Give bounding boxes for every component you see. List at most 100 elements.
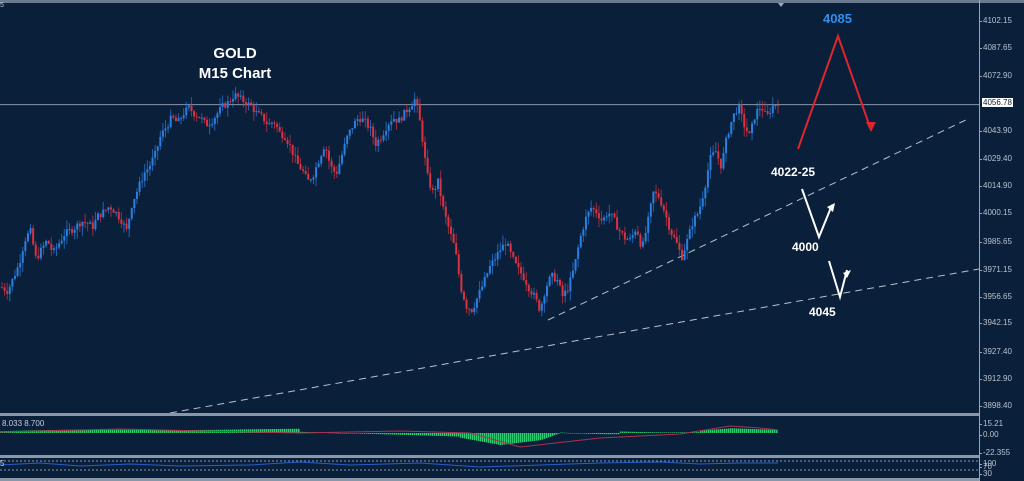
macd-histogram-bar	[106, 429, 108, 433]
candle-body	[252, 105, 255, 113]
candle-body	[141, 180, 144, 182]
price-chart-canvas[interactable]	[0, 0, 979, 481]
macd-histogram-bar	[186, 429, 188, 433]
macd-histogram-bar	[256, 429, 258, 433]
macd-histogram-bar	[34, 430, 36, 433]
macd-histogram-bar	[92, 429, 94, 433]
macd-histogram-bar	[140, 429, 142, 433]
candle-body	[167, 127, 170, 129]
candle-body	[740, 104, 743, 115]
candle-body	[52, 248, 55, 251]
macd-histogram-bar	[518, 433, 520, 443]
candle-body	[584, 216, 587, 230]
macd-histogram-bar	[650, 432, 652, 433]
macd-histogram-bar	[620, 431, 622, 433]
candle-body	[260, 112, 263, 114]
candle-body	[507, 243, 510, 246]
candle-body	[642, 241, 645, 247]
macd-histogram-bar	[374, 433, 376, 435]
candle-body	[444, 206, 447, 217]
macd-histogram-bar	[652, 432, 654, 433]
candle-body	[405, 109, 408, 113]
macd-histogram-bar	[450, 433, 452, 437]
macd-histogram-bar	[352, 433, 354, 434]
candle-body	[385, 130, 388, 136]
macd-histogram-bar	[474, 433, 476, 441]
candle-body	[561, 285, 564, 297]
macd-histogram-bar	[554, 433, 556, 436]
candle-body	[714, 151, 717, 153]
candle-body	[372, 126, 375, 138]
candle-body	[270, 122, 273, 124]
candle-body	[538, 299, 541, 311]
candle-body	[577, 247, 580, 260]
macd-histogram-bar	[498, 433, 500, 445]
candle-body	[296, 155, 299, 164]
candle-body	[216, 113, 219, 119]
candle-body	[156, 146, 159, 151]
macd-histogram-bar	[198, 429, 200, 433]
candle-body	[579, 235, 582, 248]
macd-histogram-bar	[532, 433, 534, 442]
macd-histogram-bar	[74, 429, 76, 433]
macd-histogram-bar	[38, 430, 40, 433]
candle-body	[470, 309, 473, 313]
candle-body	[605, 216, 608, 218]
candle-body	[60, 240, 63, 244]
macd-histogram-bar	[602, 433, 604, 435]
candle-body	[468, 308, 471, 310]
candle-body	[224, 103, 227, 108]
macd-histogram-bar	[606, 433, 608, 435]
candle-body	[309, 179, 312, 181]
candle-body	[89, 222, 92, 224]
macd-histogram-bar	[382, 433, 384, 435]
candle-body	[558, 280, 561, 286]
support-arrow-4045	[828, 260, 848, 301]
candle-body	[102, 209, 105, 218]
macd-histogram-bar	[544, 433, 546, 439]
macd-histogram-bar	[548, 433, 550, 438]
macd-histogram-bar	[152, 429, 154, 433]
candle-body	[177, 118, 180, 122]
candle-body	[764, 110, 767, 112]
candle-body	[250, 102, 253, 106]
macd-histogram-bar	[662, 432, 664, 433]
macd-histogram-bar	[244, 429, 246, 433]
macd-histogram-bar	[144, 429, 146, 433]
candle-body	[47, 240, 50, 244]
macd-histogram-bar	[168, 429, 170, 433]
macd-histogram-bar	[632, 431, 634, 433]
candle-body	[613, 213, 616, 218]
red-arrowhead-icon	[866, 122, 876, 132]
candle-body	[652, 191, 655, 204]
macd-pane-separator[interactable]	[0, 413, 979, 416]
macd-histogram-bar	[500, 433, 502, 445]
candle-body	[115, 212, 118, 214]
macd-histogram-bar	[266, 429, 268, 433]
candle-body	[257, 110, 260, 113]
candle-body	[600, 218, 603, 221]
macd-histogram-bar	[118, 429, 120, 433]
macd-histogram-bar	[462, 433, 464, 439]
macd-histogram-bar	[468, 433, 470, 440]
candle-body	[743, 114, 746, 128]
macd-histogram-bar	[260, 429, 262, 433]
price-axis[interactable]: 4102.15 4087.65 4072.90 4043.90 4029.40 4014.…	[978, 0, 1024, 481]
candle-body	[462, 291, 465, 300]
macd-histogram-bar	[746, 428, 748, 433]
rsi-pane-separator[interactable]	[0, 455, 979, 458]
candle-body	[276, 123, 279, 128]
candle-body	[424, 141, 427, 158]
macd-histogram-bar	[248, 429, 250, 433]
macd-histogram-bar	[684, 432, 686, 433]
macd-histogram-bar	[60, 429, 62, 433]
candle-body	[564, 290, 567, 297]
macd-histogram-bar	[464, 433, 466, 439]
macd-histogram-bar	[750, 428, 752, 433]
macd-histogram-bar	[292, 428, 294, 433]
macd-histogram-bar	[42, 430, 44, 433]
macd-histogram-bar	[132, 429, 134, 433]
bottom-separator	[0, 478, 979, 481]
macd-histogram-bar	[774, 429, 776, 433]
